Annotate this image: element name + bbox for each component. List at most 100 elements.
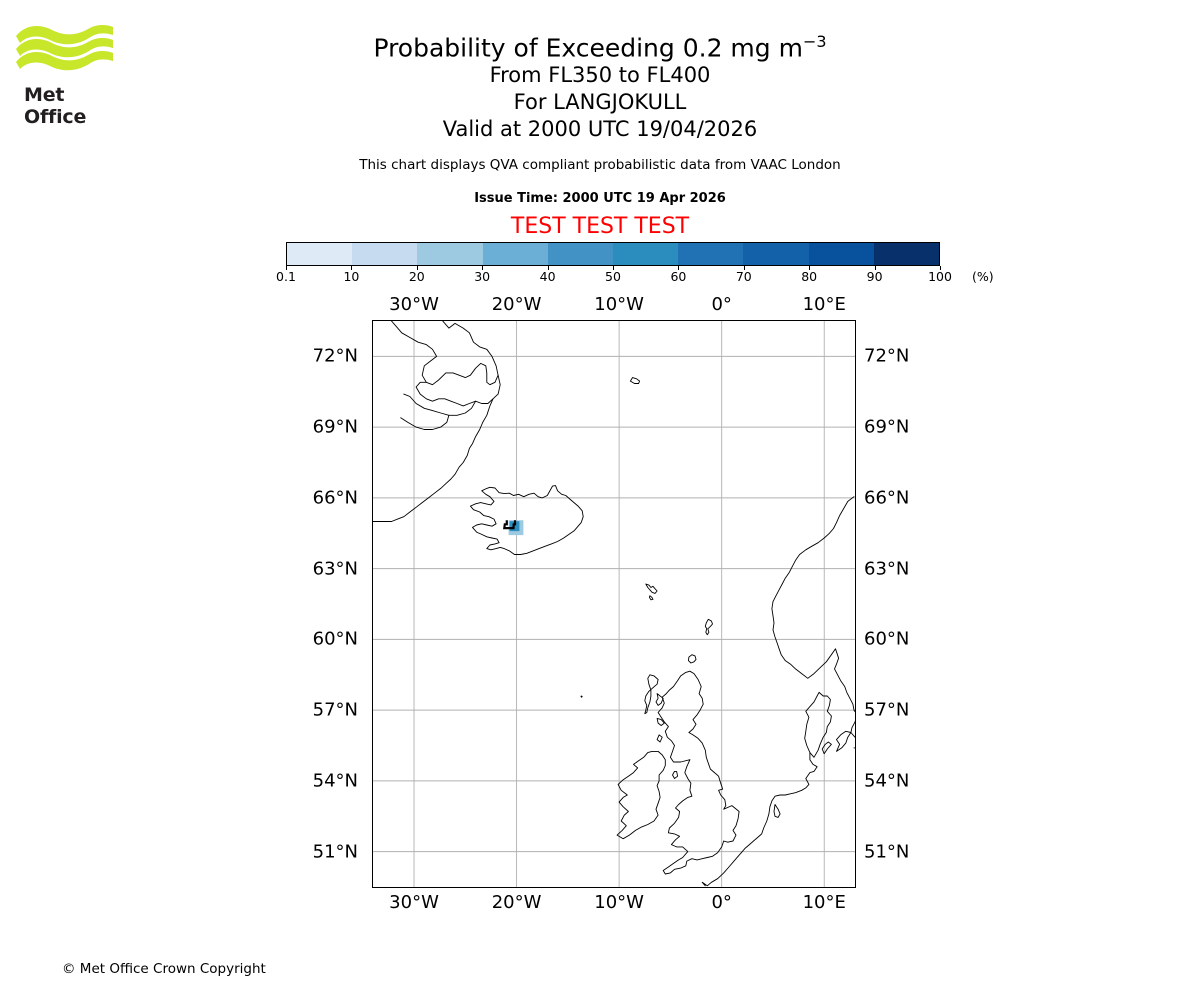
colorbar-band-9 — [873, 243, 940, 265]
colorbar-band-2 — [417, 243, 483, 265]
coastline-path — [773, 804, 781, 818]
met-office-wave-icon — [16, 24, 113, 71]
colorbar-tick-80: 80 — [801, 269, 818, 284]
axis-tick-label: 57°N — [864, 699, 910, 721]
axis-tick-label: 20°W — [491, 892, 542, 913]
colorbar-tick-labels: 0.1 10 20 30 40 50 60 70 80 90 100 — [276, 266, 952, 284]
colorbar-tickmark — [416, 266, 418, 270]
coastline-path — [616, 750, 666, 840]
colorbar-tick-40: 40 — [539, 269, 556, 284]
colorbar-tickmark — [613, 266, 614, 270]
flight-level-line: From FL350 to FL400 — [489, 63, 711, 87]
axis-tick-label: 20°W — [491, 294, 542, 315]
axis-tick-label: 0° — [711, 294, 732, 315]
axis-tick-label: 54°N — [864, 770, 910, 792]
axis-tick-label: 72°N — [864, 345, 910, 367]
coastline-path — [655, 693, 664, 706]
coastline-path — [400, 414, 450, 430]
volcano-name-line: For LANGJOKULL — [513, 90, 687, 114]
colorbar-tickmark — [743, 266, 745, 270]
axis-tick-label: 51°N — [864, 841, 910, 863]
axis-tick-label: 60°N — [864, 628, 910, 650]
met-office-logo: Met Office — [12, 22, 124, 128]
colorbar-tickmark — [286, 266, 287, 270]
colorbar-band-5 — [613, 243, 679, 265]
colorbar-bands — [286, 242, 940, 266]
colorbar-band-3 — [482, 243, 548, 265]
colorbar-tickmark — [809, 266, 811, 270]
page-title-text: Probability of Exceeding 0.2 mg m — [373, 33, 803, 63]
met-office-logo-text: Met Office — [24, 84, 87, 128]
axis-tick-label: 10°W — [594, 892, 644, 913]
axis-tick-label: 30°W — [389, 294, 439, 315]
coastline-path — [469, 485, 584, 555]
coastline-path — [704, 618, 713, 636]
axis-tick-label: 30°W — [389, 892, 439, 913]
map-plot-area[interactable] — [372, 320, 856, 888]
axis-tick-label: 10°E — [802, 892, 846, 913]
colorbar-tickmark — [351, 266, 353, 270]
coastline-path — [645, 583, 658, 594]
coastline-path — [629, 377, 641, 384]
coastline-path — [850, 709, 855, 749]
coastline-path — [656, 717, 665, 726]
ash-plume-contour — [503, 520, 524, 536]
coastline-path — [415, 374, 501, 407]
colorbar-tick-70: 70 — [735, 269, 752, 284]
colorbar-unit-label: (%) — [972, 269, 994, 284]
axis-tick-label: 63°N — [312, 558, 358, 580]
colorbar-tick-50: 50 — [605, 269, 621, 284]
coastline-path — [580, 695, 583, 698]
copyright-notice: © Met Office Crown Copyright — [62, 961, 266, 977]
colorbar-band-1 — [352, 243, 418, 265]
coastline-path — [672, 770, 679, 779]
colorbar-tickmark — [874, 266, 876, 270]
probability-colorbar — [286, 242, 940, 266]
axis-tick-label: 10°W — [594, 294, 644, 315]
colorbar-tick-100: 100 — [928, 269, 952, 284]
colorbar-band-7 — [743, 243, 809, 265]
axis-tick-label: 66°N — [312, 487, 358, 509]
coastline-path — [771, 496, 855, 711]
colorbar-tick-20: 20 — [408, 269, 425, 284]
coastline-path — [836, 730, 852, 752]
coastline-path — [701, 855, 739, 887]
colorbar-band-0 — [287, 243, 353, 265]
page-title: Probability of Exceeding 0.2 mg m−3 — [0, 26, 1200, 64]
axis-tick-label: 54°N — [312, 770, 358, 792]
qva-note: This chart displays QVA compliant probab… — [359, 157, 841, 173]
axis-tick-label: 57°N — [312, 699, 358, 721]
axis-tick-label: 51°N — [312, 841, 358, 863]
colorbar-tick-10: 10 — [343, 269, 360, 284]
coastline-path — [804, 691, 832, 758]
coastline-path — [821, 741, 832, 755]
map-gridlines — [373, 321, 855, 887]
colorbar-tick-90: 90 — [866, 269, 883, 284]
colorbar-tickmark — [547, 266, 549, 270]
axis-tick-label: 66°N — [864, 487, 910, 509]
axis-tick-label: 72°N — [312, 345, 358, 367]
ash-plume-outline — [503, 520, 517, 530]
issue-time: Issue Time: 2000 UTC 19 Apr 2026 — [474, 191, 726, 206]
colorbar-band-8 — [808, 243, 874, 265]
coastline-path — [403, 393, 477, 416]
colorbar-tickmark — [482, 266, 484, 270]
map-canvas — [373, 321, 855, 887]
valid-time-line: Valid at 2000 UTC 19/04/2026 — [442, 117, 758, 141]
coastline-path — [391, 321, 499, 386]
coastline-path — [656, 734, 663, 743]
colorbar-tick-60: 60 — [670, 269, 687, 284]
coastline-path — [687, 654, 697, 664]
coastline-path — [373, 398, 494, 522]
axis-tick-label: 0° — [711, 892, 732, 913]
coastlines — [373, 321, 855, 887]
colorbar-tick-0.1: 0.1 — [276, 269, 296, 284]
test-banner: TEST TEST TEST — [510, 214, 690, 239]
colorbar-tickmark — [940, 266, 941, 270]
colorbar-tickmark — [678, 266, 680, 270]
page-title-exponent: −3 — [802, 32, 827, 51]
axis-tick-label: 69°N — [312, 416, 358, 438]
coastline-path — [644, 674, 659, 715]
coastline-path — [737, 752, 818, 857]
axis-tick-label: 63°N — [864, 558, 910, 580]
